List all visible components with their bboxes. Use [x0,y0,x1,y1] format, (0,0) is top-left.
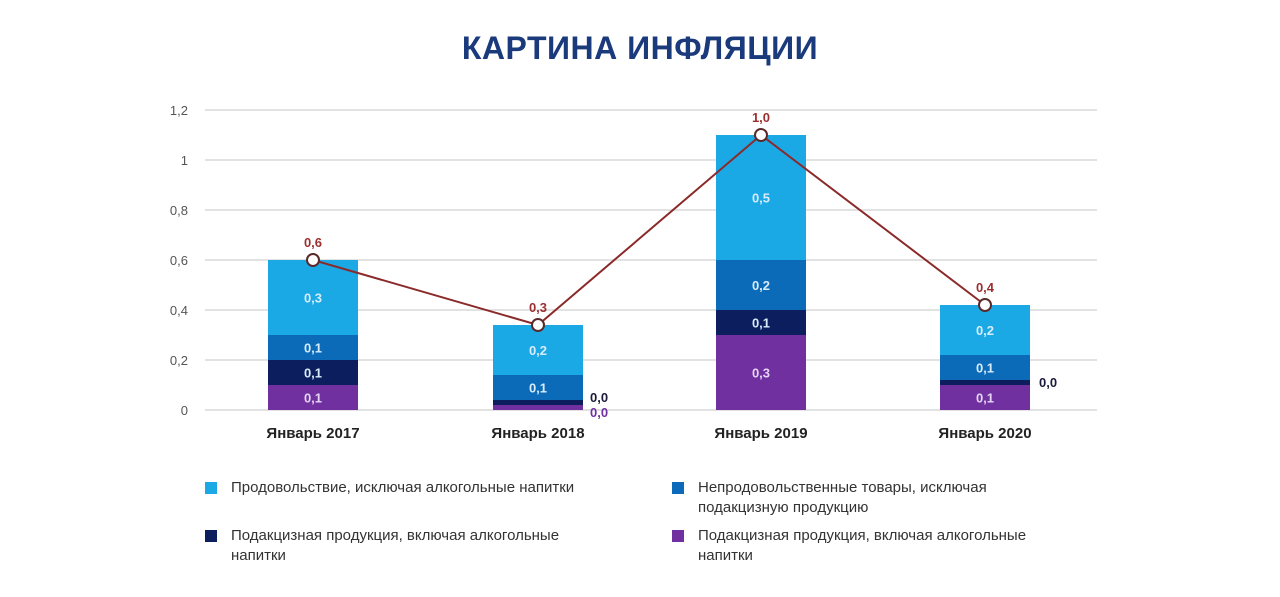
y-tick-label: 0 [181,403,188,418]
x-tick-label: Январь 2019 [714,425,807,442]
segment-label: 0,2 [752,278,770,293]
legend-swatch-nonfood [672,482,684,494]
x-axis-labels: Январь 2017 Январь 2018 Январь 2019 Январь … [266,425,1031,442]
bar-segment [268,360,358,385]
y-tick-label: 0,2 [170,353,188,368]
line-value-label: 0,3 [529,300,547,315]
segment-label: 0,1 [752,316,770,331]
bar-segment [940,385,1030,410]
segment-label: 0,2 [529,343,547,358]
segment-label-outside: 0,0 [1039,375,1057,390]
bar-segment [716,135,806,260]
segment-label-outside: 0,0 [590,390,608,405]
y-tick-label: 0,6 [170,253,188,268]
chart-title: КАРТИНА ИНФЛЯЦИИ [461,30,819,66]
bar-segment [940,380,1030,385]
bar-segment [493,325,583,375]
legend-label: Продовольствие, исключая алкогольные нап… [231,479,575,496]
y-axis-ticks: 0 0,2 0,4 0,6 0,8 1 1,2 [170,103,188,418]
bar-segment [493,400,583,405]
legend-swatch-food [205,482,217,494]
segment-label: 0,1 [304,341,322,356]
line-marker [306,253,320,267]
stacked-bars: 0,10,10,10,30,10,20,00,00,30,10,20,50,10… [268,135,1057,420]
legend-label: Подакцизная продукция, включая алкогольн… [698,527,1027,564]
line-value-label: 0,4 [976,280,995,295]
segment-label: 0,1 [304,391,322,406]
y-tick-label: 0,4 [170,303,188,318]
bar-segment [493,405,583,410]
x-tick-label: Январь 2018 [491,425,584,442]
segment-label: 0,1 [304,366,322,381]
bar-segment [940,305,1030,355]
bar-segment [268,385,358,410]
y-tick-label: 1 [181,153,188,168]
segment-label-outside: 0,0 [590,405,608,420]
segment-label: 0,2 [976,323,994,338]
line-marker [978,298,992,312]
segment-label: 0,1 [529,381,547,396]
line-value-label: 1,0 [752,110,770,125]
bar-segment [268,260,358,335]
legend-swatch-excise-purple [672,530,684,542]
bar-segment [268,335,358,360]
x-tick-label: Январь 2020 [938,425,1031,442]
bar-segment [493,375,583,400]
legend-swatch-excise-navy [205,530,217,542]
segment-label: 0,5 [752,191,770,206]
line-marker [754,128,768,142]
segment-label: 0,3 [752,366,770,381]
bar-segment [940,355,1030,380]
line-marker [531,318,545,332]
bar-segment [716,335,806,410]
total-line: 0,6 0,3 1,0 0,4 [304,110,995,332]
bar-segment [716,260,806,310]
line-value-label: 0,6 [304,235,322,250]
total-polyline [312,133,986,327]
y-tick-label: 1,2 [170,103,188,118]
legend-label: Непродовольственные товары, исключая под… [698,479,987,516]
segment-label: 0,1 [976,361,994,376]
x-tick-label: Январь 2017 [266,425,359,442]
segment-label: 0,3 [304,291,322,306]
legend-label: Подакцизная продукция, включая алкогольн… [231,527,560,564]
bar-segment [716,310,806,335]
segment-label: 0,1 [976,391,994,406]
y-tick-label: 0,8 [170,203,188,218]
